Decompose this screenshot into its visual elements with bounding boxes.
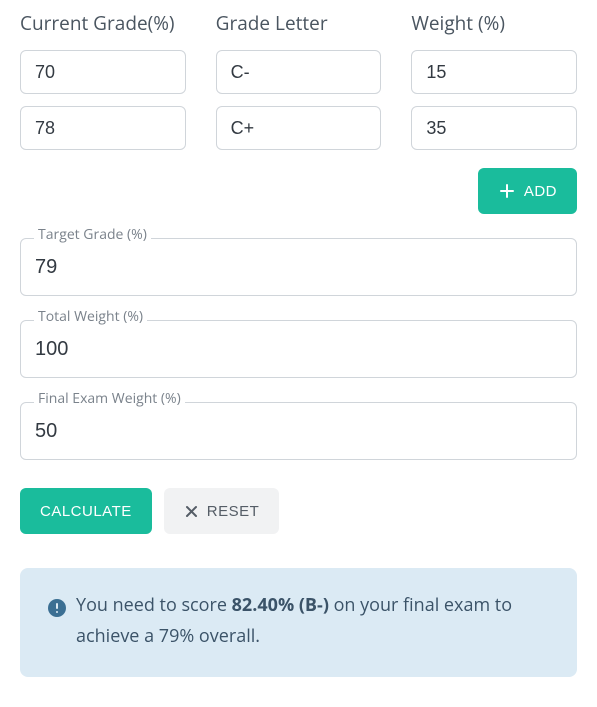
result-suffix: overall. [194, 624, 260, 648]
reset-button[interactable]: RESET [164, 488, 280, 534]
result-prefix: You need to score [76, 593, 232, 617]
result-box: You need to score 82.40% (B-) on your fi… [20, 568, 577, 677]
target-grade-input[interactable] [20, 238, 577, 296]
final-exam-weight-label: Final Exam Weight (%) [34, 392, 185, 406]
col-header-grade-letter: Grade Letter [216, 10, 382, 38]
grade-letter-input[interactable] [216, 50, 382, 94]
grade-weight-input[interactable] [411, 50, 577, 94]
grade-pct-input[interactable] [20, 106, 186, 150]
calculate-button[interactable]: CALCULATE [20, 488, 152, 534]
result-text: You need to score 82.40% (B-) on your fi… [76, 590, 549, 651]
result-target: 79% [159, 624, 194, 648]
col-header-weight: Weight (%) [411, 10, 577, 38]
target-grade-field: Target Grade (%) [20, 238, 577, 296]
calculate-button-label: CALCULATE [40, 503, 132, 520]
grade-pct-input[interactable] [20, 50, 186, 94]
add-button-label: ADD [524, 183, 557, 200]
grades-grid: Current Grade(%) Grade Letter Weight (%) [20, 10, 577, 150]
target-grade-label: Target Grade (%) [34, 228, 151, 242]
col-header-grade-pct: Current Grade(%) [20, 10, 186, 38]
result-score: 82.40% (B-) [232, 593, 329, 617]
info-icon [48, 596, 66, 627]
final-exam-weight-field: Final Exam Weight (%) [20, 402, 577, 460]
add-button[interactable]: ADD [478, 168, 577, 214]
total-weight-field: Total Weight (%) [20, 320, 577, 378]
grade-weight-input[interactable] [411, 106, 577, 150]
reset-button-label: RESET [207, 503, 260, 520]
close-icon [184, 504, 199, 519]
total-weight-label: Total Weight (%) [34, 310, 147, 324]
action-bar: CALCULATE RESET [20, 488, 577, 534]
final-exam-weight-input[interactable] [20, 402, 577, 460]
total-weight-input[interactable] [20, 320, 577, 378]
grade-letter-input[interactable] [216, 106, 382, 150]
plus-icon [498, 182, 516, 200]
